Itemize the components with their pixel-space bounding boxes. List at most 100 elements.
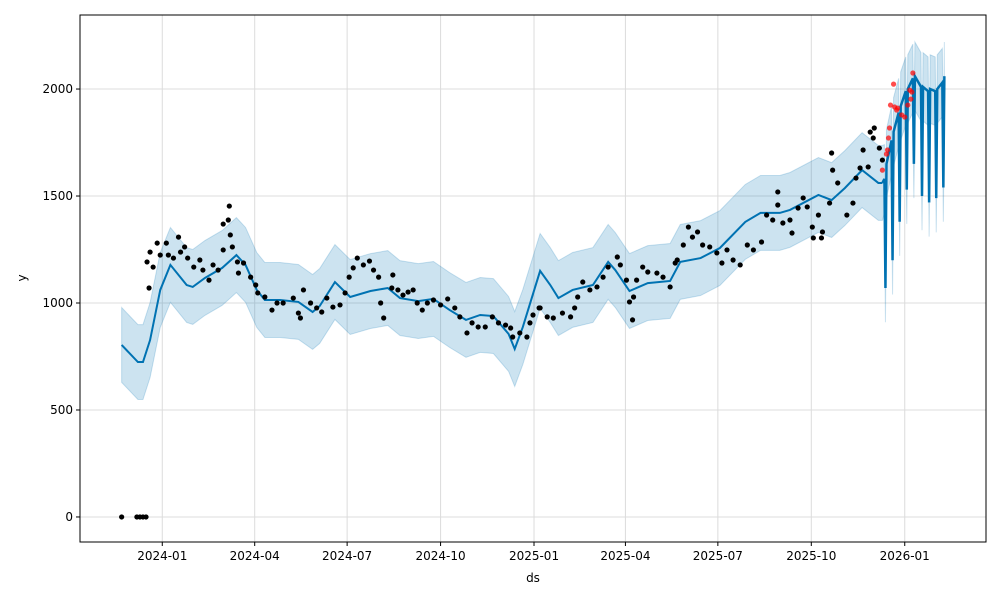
observed-point <box>804 204 810 210</box>
observed-point <box>307 300 314 306</box>
observed-point <box>617 262 623 268</box>
observed-point <box>600 274 606 280</box>
observed-point <box>170 255 177 261</box>
observed-point <box>502 322 509 328</box>
observed-point <box>572 305 578 311</box>
recent-point <box>886 125 893 131</box>
observed-point <box>390 272 396 278</box>
x-tick-label: 2024-01 <box>137 549 187 563</box>
observed-point <box>197 257 203 263</box>
observed-point <box>830 167 836 173</box>
recent-point <box>905 102 911 108</box>
observed-point <box>634 277 640 283</box>
observed-point <box>489 314 495 320</box>
recent-point <box>885 135 892 141</box>
observed-point <box>826 200 833 206</box>
observed-point <box>800 195 806 201</box>
observed-point <box>469 320 475 326</box>
observed-point <box>177 249 184 255</box>
observed-point <box>674 257 680 263</box>
observed-point <box>419 307 425 313</box>
observed-point <box>623 277 630 283</box>
x-axis: 2024-01 2024-04 2024-07 2024-10 2025-01 2025-… <box>137 542 930 563</box>
observed-point <box>829 150 835 156</box>
observed-point <box>389 285 395 291</box>
observed-point <box>457 314 463 320</box>
observed-point <box>815 212 822 218</box>
observed-point <box>707 244 713 250</box>
observed-point <box>871 125 877 131</box>
observed-point <box>319 309 325 315</box>
observed-point <box>235 270 242 276</box>
observed-point <box>879 157 885 163</box>
x-tick-label: 2025-01 <box>509 549 559 563</box>
observed-point <box>580 279 586 285</box>
observed-point <box>262 294 268 300</box>
observed-point <box>445 296 451 302</box>
observed-point <box>191 264 197 270</box>
observed-point <box>165 252 171 258</box>
observed-point <box>865 164 871 170</box>
observed-point <box>154 240 160 246</box>
observed-point <box>200 267 206 273</box>
yhat-forecast-line <box>881 71 946 289</box>
observed-point <box>452 305 458 311</box>
observed-point <box>220 221 226 227</box>
observed-point <box>559 310 566 316</box>
observed-point <box>360 262 366 268</box>
observed-point <box>482 324 488 330</box>
observed-point <box>430 297 437 303</box>
observed-point <box>234 259 241 265</box>
observed-point <box>810 235 816 241</box>
observed-point <box>400 292 406 298</box>
observed-point <box>314 305 320 311</box>
observed-point <box>253 282 259 288</box>
observed-point <box>157 252 163 258</box>
observed-point <box>354 255 360 261</box>
yhat-history-line <box>120 168 883 364</box>
observed-point <box>660 274 666 280</box>
recent-points <box>879 70 916 173</box>
recent-point <box>895 105 901 111</box>
observed-point <box>274 300 280 306</box>
observed-point <box>290 295 296 301</box>
observed-point <box>550 315 556 321</box>
recent-point <box>908 96 914 102</box>
y-tick-label: 1000 <box>42 296 73 310</box>
observed-point <box>330 304 336 310</box>
plot-frame <box>79 14 987 543</box>
observed-point <box>240 260 247 266</box>
observed-point <box>750 247 757 253</box>
observed-point <box>795 205 801 211</box>
observed-point <box>775 202 781 208</box>
observed-point <box>780 220 786 226</box>
observed-point <box>587 287 593 293</box>
observed-point <box>229 244 235 250</box>
observed-point <box>510 334 516 340</box>
observed-point <box>366 258 373 264</box>
observed-point <box>844 212 850 218</box>
recent-point <box>887 102 894 108</box>
recent-point <box>879 167 885 173</box>
x-tick-label: 2026-01 <box>880 549 930 563</box>
recent-point <box>910 70 916 76</box>
observed-point <box>689 234 696 240</box>
y-tick-label: 2000 <box>42 82 73 96</box>
observed-point <box>495 320 502 326</box>
observed-point <box>350 265 356 271</box>
observed-point <box>437 302 444 308</box>
observed-point <box>853 175 859 181</box>
observed-point <box>870 135 876 141</box>
observed-point <box>227 232 233 238</box>
observed-point <box>567 314 574 320</box>
observed-point <box>182 244 188 250</box>
observed-point <box>185 255 191 261</box>
recent-point <box>909 89 915 95</box>
observed-point <box>220 247 226 253</box>
observed-point <box>645 269 651 275</box>
observed-point <box>346 274 352 280</box>
observed-point <box>867 129 873 135</box>
observed-point <box>730 257 736 263</box>
observed-point <box>694 229 701 235</box>
observed-point <box>300 287 307 293</box>
